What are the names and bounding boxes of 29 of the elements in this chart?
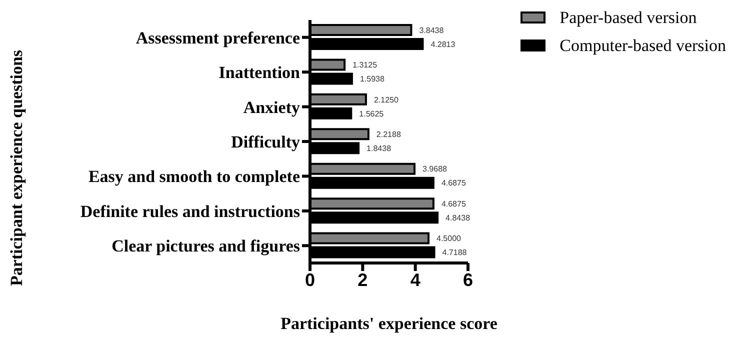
data-label: 4.6875 xyxy=(441,199,466,208)
y-tick-label: Definite rules and instructions xyxy=(80,202,300,221)
x-tick-label: 4 xyxy=(410,270,420,290)
x-tick-label: 0 xyxy=(304,270,316,290)
y-tick-label: Clear pictures and figures xyxy=(112,236,300,256)
legend-label: Computer-based version xyxy=(560,36,726,56)
data-label: 1.8438 xyxy=(366,144,392,153)
data-label: 1.5938 xyxy=(360,74,385,84)
y-tick-label: Assessment preference xyxy=(136,28,300,48)
data-label: 4.8438 xyxy=(446,213,471,222)
y-axis-title: Participant experience questions xyxy=(7,50,26,286)
data-label: 4.5000 xyxy=(436,234,462,244)
y-tick-label: Difficulty xyxy=(231,132,300,152)
data-label: 2.1250 xyxy=(374,95,399,104)
data-label: 2.2188 xyxy=(376,130,402,139)
x-axis-title: Participants' experience score xyxy=(280,314,498,333)
legend-label: Paper-based version xyxy=(560,8,697,28)
data-label: 3.9688 xyxy=(422,164,448,174)
data-label: 4.2813 xyxy=(430,40,456,49)
x-tick-label: 6 xyxy=(462,270,474,290)
data-label: 3.8438 xyxy=(419,26,444,35)
x-tick-label: 2 xyxy=(358,270,368,290)
y-tick-label: Anxiety xyxy=(243,98,300,117)
data-label: 4.7188 xyxy=(442,248,468,258)
data-label: 1.3125 xyxy=(352,60,378,70)
y-tick-label: Easy and smooth to complete xyxy=(88,167,300,186)
data-label: 1.5625 xyxy=(359,109,384,118)
data-label: 4.6875 xyxy=(441,178,466,188)
y-tick-label: Inattention xyxy=(218,63,301,82)
